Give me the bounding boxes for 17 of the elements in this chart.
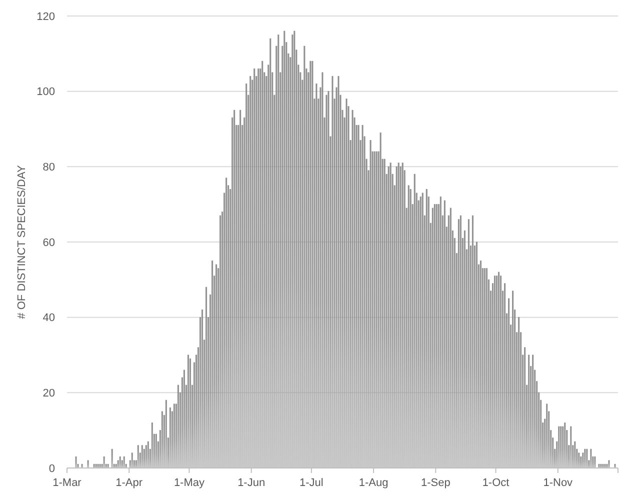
y-tick-label: 100 <box>36 86 55 98</box>
y-axis-title: # OF DISTINCT SPECIES/DAY <box>16 164 28 319</box>
y-tick-label: 80 <box>42 162 55 174</box>
x-tick-label: 1-May <box>174 477 205 489</box>
y-tick-label: 40 <box>42 312 55 324</box>
y-tick-label: 120 <box>36 10 55 23</box>
x-tick-label: 1-Oct <box>482 477 510 489</box>
x-tick-label: 1-Nov <box>543 477 574 489</box>
x-tick-label: 1-Sep <box>420 477 450 489</box>
y-tick-label: 60 <box>42 236 55 249</box>
x-tick-label: 1-Aug <box>358 477 388 489</box>
y-tick-label: 0 <box>48 462 55 475</box>
x-tick-label: 1-Apr <box>116 477 143 489</box>
x-tick-label: 1-Jul <box>300 477 324 489</box>
x-tick-label: 1-Mar <box>52 477 82 489</box>
y-tick-label: 20 <box>42 388 55 400</box>
x-tick-label: 1-Jun <box>238 477 266 489</box>
